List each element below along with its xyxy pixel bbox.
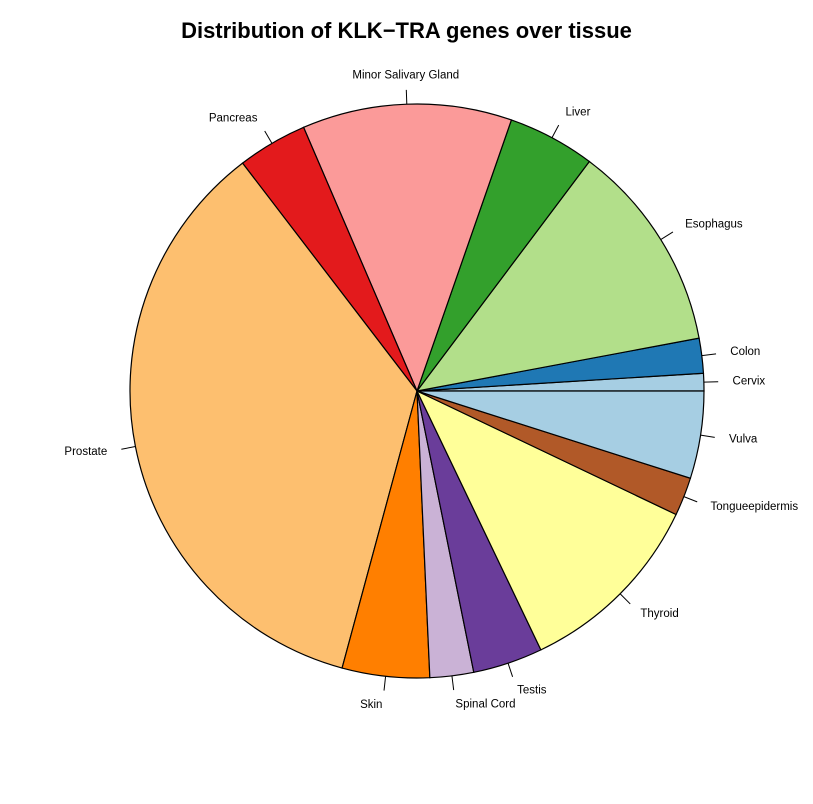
slices-layer — [130, 104, 704, 678]
pie-tick-colon — [702, 354, 716, 356]
pie-tick-prostate — [121, 447, 135, 450]
pie-label-colon: Colon — [730, 346, 760, 358]
pie-label-prostate: Prostate — [64, 446, 107, 458]
pie-tick-liver — [552, 125, 559, 138]
pie-tick-skin — [384, 676, 386, 690]
pie-label-minor-salivary-gland: Minor Salivary Gland — [352, 70, 459, 82]
pie-label-esophagus: Esophagus — [685, 218, 743, 230]
chart-title: Distribution of KLK−TRA genes over tissu… — [0, 18, 813, 44]
pie-tick-spinal-cord — [452, 676, 454, 690]
pie-tick-minor-salivary-gland — [406, 90, 407, 104]
pie-label-pancreas: Pancreas — [209, 113, 258, 125]
pie-tick-thyroid — [620, 594, 630, 604]
pie-label-liver: Liver — [565, 106, 590, 118]
pie-label-vulva: Vulva — [729, 434, 758, 446]
pie-tick-vulva — [701, 435, 715, 437]
pie-tick-tongueepidermis — [684, 497, 697, 502]
pie-label-spinal-cord: Spinal Cord — [455, 698, 515, 710]
pie-label-thyroid: Thyroid — [640, 608, 678, 620]
pie-tick-pancreas — [265, 131, 272, 143]
pie-label-tongueepidermis: Tongueepidermis — [711, 501, 799, 513]
pie-label-skin: Skin — [360, 699, 382, 711]
pie-tick-esophagus — [661, 232, 673, 240]
pie-label-cervix: Cervix — [733, 375, 766, 387]
pie-tick-testis — [508, 663, 513, 677]
pie-label-testis: Testis — [517, 684, 547, 696]
